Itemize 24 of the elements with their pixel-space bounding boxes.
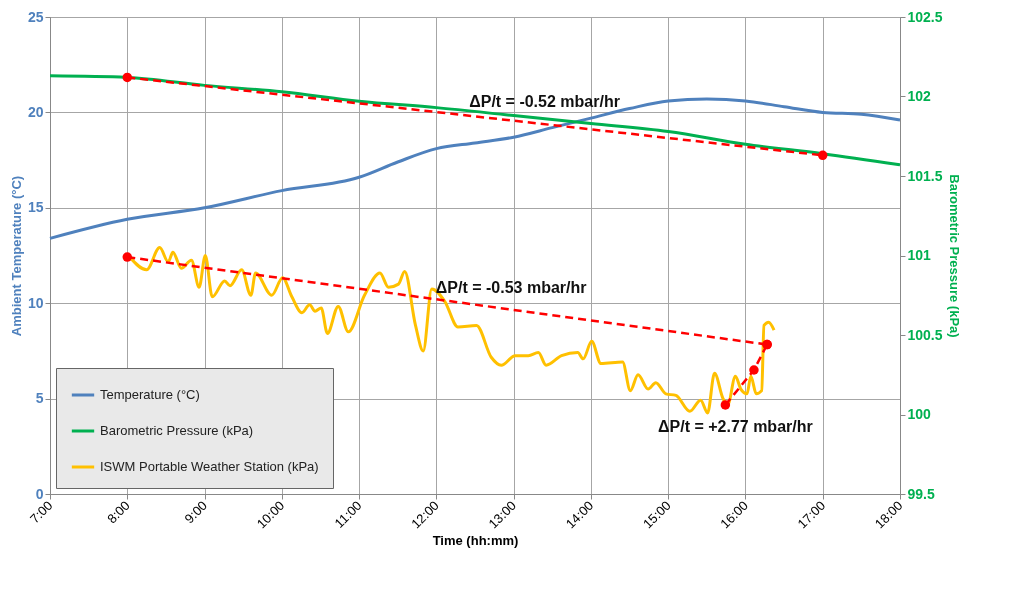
y-axis-title: Ambient Temperature (°C) bbox=[8, 175, 24, 337]
y2-tick-label: 101.5 bbox=[907, 167, 943, 184]
y-tick-label: 10 bbox=[27, 294, 44, 311]
y-tick-label: 0 bbox=[35, 485, 44, 502]
x-tick-label: 9:00 bbox=[181, 497, 210, 527]
x-tick-label: 8:00 bbox=[104, 497, 133, 527]
legend-label: Temperature (°C) bbox=[100, 387, 200, 402]
annotation: ΔP/t = -0.53 mbar/hr bbox=[435, 278, 587, 296]
x-axis-title: Time (hh:mm) bbox=[432, 533, 519, 549]
y2-tick-label: 100 bbox=[907, 406, 932, 422]
legend-label: Barometric Pressure (kPa) bbox=[100, 423, 254, 438]
y2-axis-title: Barometric Pressure (kPa) bbox=[946, 174, 962, 338]
y2-tick-label: 100.5 bbox=[907, 326, 943, 343]
y2-tick-label: 99.5 bbox=[907, 485, 935, 502]
y-tick-label: 20 bbox=[27, 103, 44, 120]
y-tick-label: 15 bbox=[27, 199, 44, 216]
y2-tick-label: 102 bbox=[907, 88, 932, 104]
legend-label: ISWM Portable Weather Station (kPa) bbox=[100, 459, 319, 474]
y2-tick-label: 102.5 bbox=[907, 8, 943, 25]
annotation: ΔP/t = -0.52 mbar/hr bbox=[469, 93, 620, 111]
y-tick-label: 5 bbox=[35, 390, 44, 407]
y2-tick-label: 101 bbox=[907, 247, 932, 263]
y-tick-label: 25 bbox=[27, 8, 44, 25]
annotation: ΔP/t = +2.77 mbar/hr bbox=[658, 417, 813, 435]
